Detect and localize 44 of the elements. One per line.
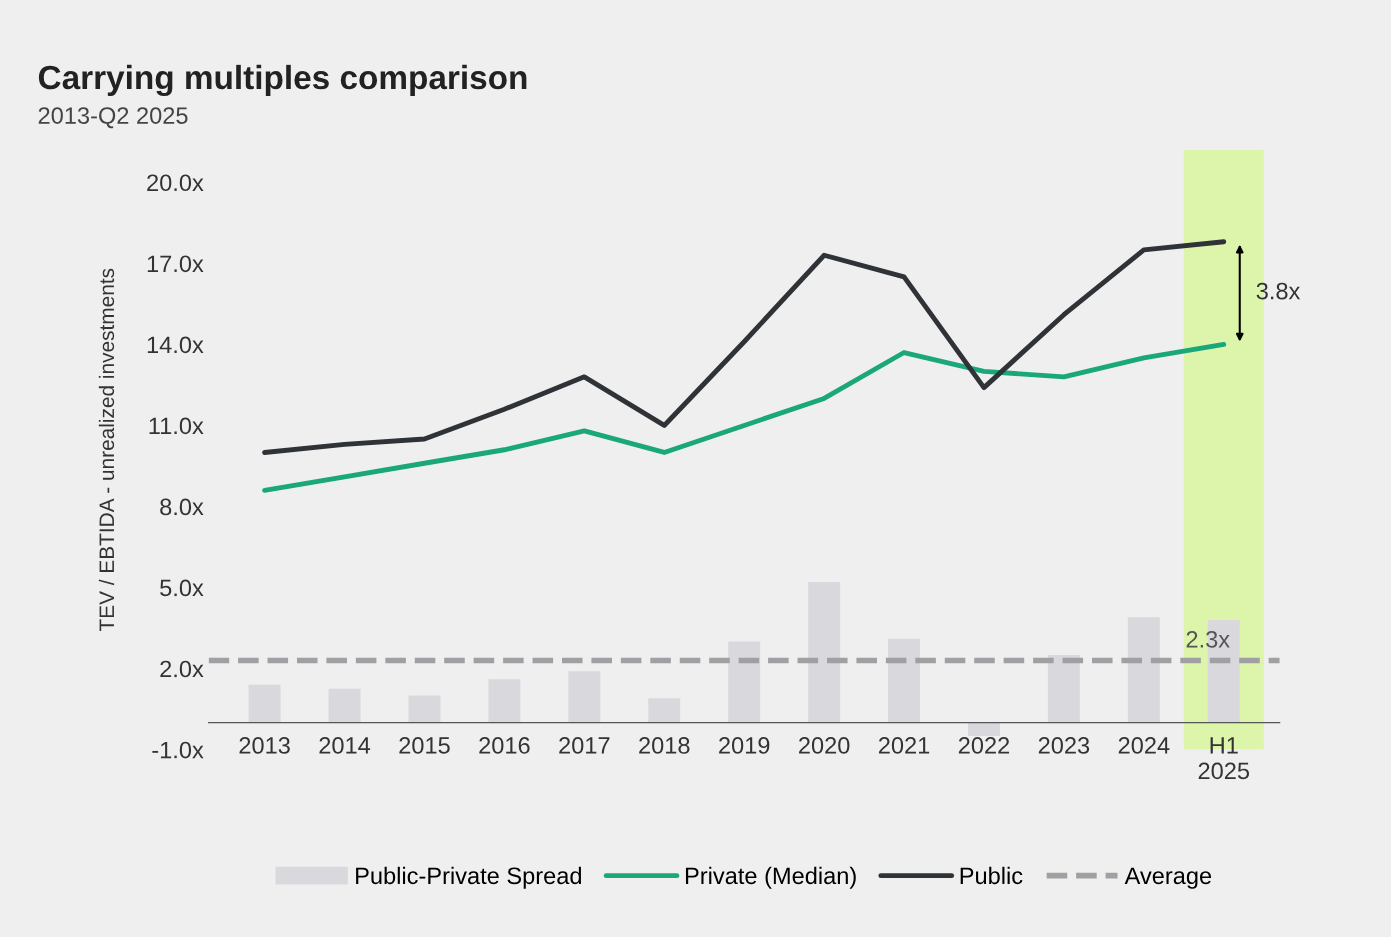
legend-label: Public-Private Spread: [356, 866, 581, 889]
x-tick-label: H1 2025: [1198, 737, 1250, 780]
bar: [248, 684, 281, 723]
bar: [1127, 617, 1160, 723]
bar: [328, 688, 361, 723]
chart-subtitle: 2013-Q2 2025: [38, 107, 188, 129]
line-series: [262, 239, 1227, 455]
x-tick-label: 2016: [479, 737, 530, 754]
y-tick-label: 5.0x: [160, 579, 204, 597]
x-tick-label: 2022: [958, 737, 1010, 754]
x-tick-label: 2019: [719, 737, 770, 754]
y-tick-label: 8.0x: [160, 498, 204, 516]
x-tick-label: 2024: [1118, 737, 1170, 754]
x-tick-label: 2021: [878, 737, 930, 754]
chart-title: Carrying multiples comparison: [38, 64, 527, 97]
line-series: [262, 341, 1227, 493]
bar: [808, 582, 841, 723]
legend-label: Public: [960, 866, 1023, 885]
bar: [488, 679, 521, 723]
y-tick-label: 17.0x: [147, 255, 204, 273]
x-tick-label: 2013: [239, 737, 290, 754]
bar: [648, 698, 681, 723]
bar: [568, 671, 601, 723]
x-tick-label: 2018: [639, 737, 690, 754]
x-tick-label: 2020: [799, 737, 850, 754]
legend-label: Average: [1124, 867, 1212, 889]
x-tick-label: 2014: [319, 737, 371, 754]
x-tick-label: 2015: [399, 737, 450, 754]
y-tick-label: 20.0x: [147, 174, 204, 192]
y-tick-label: 11.0x: [149, 417, 204, 435]
x-tick-label: 2023: [1038, 737, 1090, 754]
bar: [728, 641, 761, 723]
y-tick-label: 14.0x: [147, 336, 204, 354]
legend-label: Private (Median): [685, 866, 856, 889]
annotation: 2.3x: [1186, 630, 1230, 648]
annotation: 3.8x: [1256, 282, 1301, 300]
y-tick-label: -1.0x: [152, 741, 204, 759]
bar: [967, 722, 1000, 737]
bar: [408, 695, 441, 723]
bar: [1047, 655, 1080, 723]
x-tick-label: 2017: [559, 737, 610, 754]
y-tick-label: 2.0x: [160, 660, 204, 678]
bar: [888, 638, 921, 723]
y-axis-title: TEV / EBTIDA - unrealized investments: [98, 268, 115, 632]
